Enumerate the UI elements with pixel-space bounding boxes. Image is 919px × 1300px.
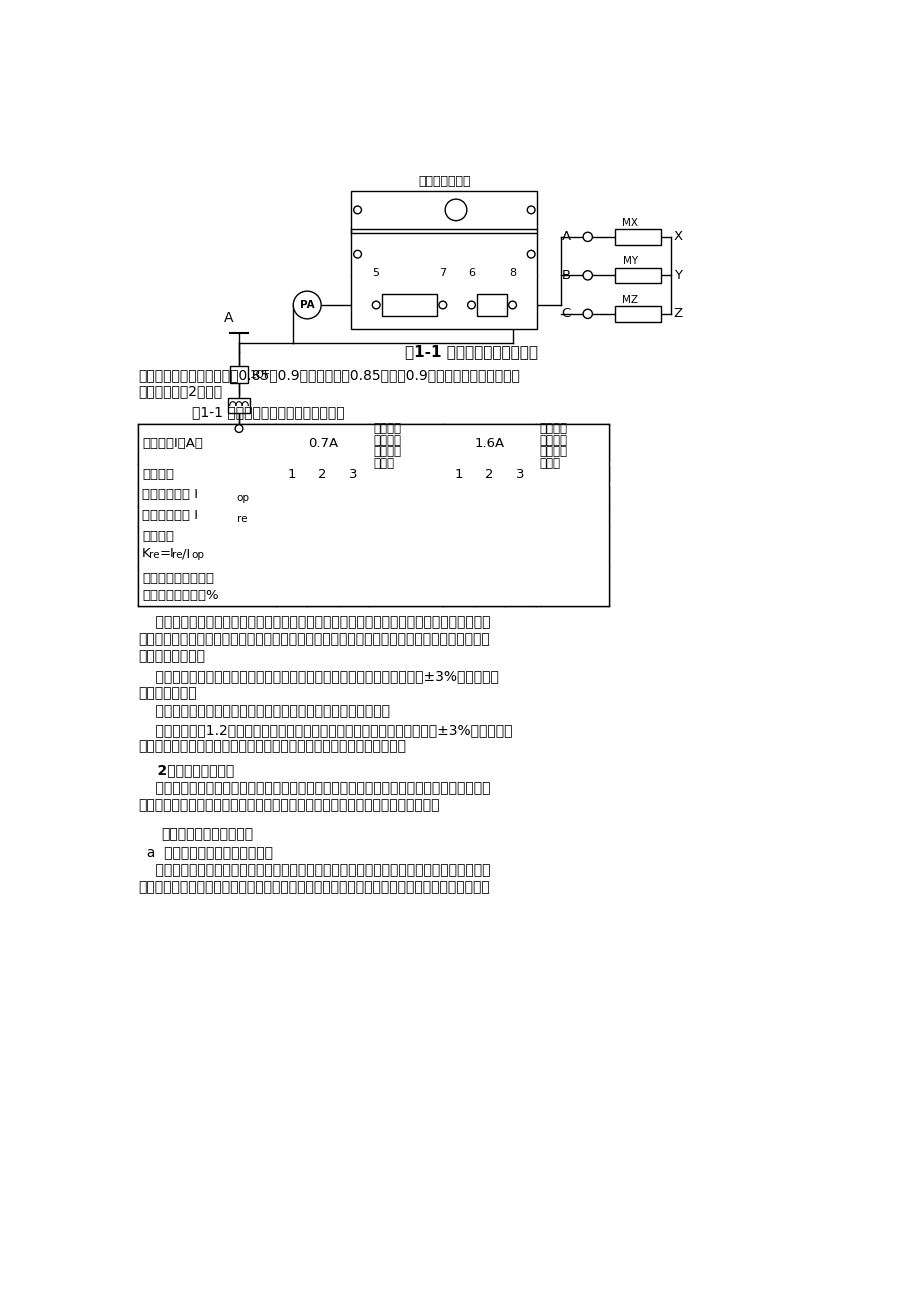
Text: 2: 2 <box>484 468 493 481</box>
Text: =I: =I <box>159 547 174 560</box>
Bar <box>228 398 250 413</box>
Text: 与整定电流的误差%: 与整定电流的误差% <box>142 589 219 602</box>
Bar <box>614 306 661 321</box>
Text: 择为：: 择为： <box>539 456 560 469</box>
Text: 在实验中，除了测试整定点的技术参数外，还应进行刻度检验。: 在实验中，除了测试整定点的技术参数外，还应进行刻度检验。 <box>138 705 390 718</box>
Text: 有中途停顿或其他不正常现象时，应检查轴承有无污垢、触点位置是否正常、舌片与电磁铁有无: 有中途停顿或其他不正常现象时，应检查轴承有无污垢、触点位置是否正常、舌片与电磁铁… <box>138 632 490 646</box>
Text: 7: 7 <box>438 268 446 278</box>
Text: 继电器两: 继电器两 <box>373 422 401 436</box>
Text: 1QF: 1QF <box>250 369 270 380</box>
Text: 线圈的接: 线圈的接 <box>539 434 567 447</box>
Text: 以上实验，要求平稳单方向地调节电流的实验参数值，并应注意舌片转动情况。如遇到舌片: 以上实验，要求平稳单方向地调节电流的实验参数值，并应注意舌片转动情况。如遇到舌片 <box>138 615 490 629</box>
Text: 流，而对返回电流几乎没有影响。故可用改变舌片的起始角来调整动作电流和返回系数。舌片起: 流，而对返回电流几乎没有影响。故可用改变舌片的起始角来调整动作电流和返回系数。舌… <box>138 880 490 894</box>
Text: 情况、静触点位置等。但影响较显著的是舌片端部与磁极间的间隙和舌片的位置。: 情况、静触点位置等。但影响较显著的是舌片端部与磁极间的间隙和舌片的位置。 <box>138 798 439 812</box>
Text: /I: /I <box>181 547 189 560</box>
Text: 择为：: 择为： <box>373 456 393 469</box>
Text: 相碰等现象存在。: 相碰等现象存在。 <box>138 649 205 663</box>
Circle shape <box>583 309 592 318</box>
Text: 实测起动电流 I: 实测起动电流 I <box>142 489 198 502</box>
Text: 1: 1 <box>454 468 462 481</box>
Text: 3: 3 <box>516 468 524 481</box>
Circle shape <box>235 425 243 433</box>
Circle shape <box>293 291 321 318</box>
Text: 6: 6 <box>468 268 474 278</box>
Bar <box>351 233 537 329</box>
Bar <box>614 268 661 283</box>
Text: op: op <box>191 550 204 560</box>
Circle shape <box>508 302 516 309</box>
Text: 查轴承和轴尖。: 查轴承和轴尖。 <box>138 686 197 699</box>
Text: 2、返回系数的调整: 2、返回系数的调整 <box>138 763 234 777</box>
Circle shape <box>467 302 475 309</box>
Text: 2: 2 <box>318 468 326 481</box>
Text: 求每次实测起动电流: 求每次实测起动电流 <box>142 572 214 585</box>
Text: 3: 3 <box>349 468 357 481</box>
Text: 线圈的接: 线圈的接 <box>373 434 401 447</box>
Text: re: re <box>172 550 183 560</box>
Circle shape <box>353 251 361 257</box>
Text: 表1-1 电流继电器特性实验结果记录表: 表1-1 电流继电器特性实验结果记录表 <box>192 406 345 420</box>
Bar <box>381 294 437 316</box>
Text: 线方式选: 线方式选 <box>373 445 401 458</box>
Text: a  调整舌片的起始角和终止角：: a 调整舌片的起始角和终止角： <box>138 846 273 859</box>
Circle shape <box>527 207 535 213</box>
Text: 查可动部分的支架与调整机构是否有问题，或线圈内部是否层间短路等。: 查可动部分的支架与调整机构是否有问题，或线圈内部是否层间短路等。 <box>138 740 406 754</box>
Text: 触点通断指示灯: 触点通断指示灯 <box>417 176 471 188</box>
Text: 返回系数不满足要求时应予以调整。影响返回系数的因素较多，如轴间的光洁度、轴承清洁: 返回系数不满足要求时应予以调整。影响返回系数的因素较多，如轴间的光洁度、轴承清洁 <box>138 781 490 796</box>
Bar <box>231 367 247 384</box>
Circle shape <box>583 233 592 242</box>
Bar <box>138 424 608 606</box>
Text: PA: PA <box>300 300 314 309</box>
Text: re: re <box>236 514 247 524</box>
Text: 继电器两: 继电器两 <box>539 422 567 436</box>
Text: 5: 5 <box>372 268 380 278</box>
Text: MY: MY <box>622 256 637 266</box>
Text: B: B <box>561 269 570 282</box>
Text: 0.7A: 0.7A <box>307 438 337 451</box>
Text: MX: MX <box>621 217 638 228</box>
Text: 返回系数: 返回系数 <box>142 530 174 543</box>
Text: 图1-1 电流继电器实验接线图: 图1-1 电流继电器实验接线图 <box>404 344 538 360</box>
Text: A: A <box>561 230 570 243</box>
Text: 1: 1 <box>287 468 296 481</box>
Text: re: re <box>149 550 159 560</box>
Text: 法详见本节第2步骤。: 法详见本节第2步骤。 <box>138 385 222 399</box>
Circle shape <box>372 302 380 309</box>
Text: 过电流继电器的返回系数在0.85～0.9之间。当小于0.85或大于0.9时，应进行调整，调整方: 过电流继电器的返回系数在0.85～0.9之间。当小于0.85或大于0.9时，应进… <box>138 368 519 382</box>
Text: 1.6A: 1.6A <box>474 438 504 451</box>
Circle shape <box>583 270 592 280</box>
Bar <box>476 294 506 316</box>
Circle shape <box>445 199 466 221</box>
Text: K: K <box>142 547 151 560</box>
Text: 整定电流I（A）: 整定电流I（A） <box>142 438 203 451</box>
Bar <box>351 191 537 229</box>
Text: 用整定电流的1.2倍进行冲击试验后，复试定值，与整定值的误差不应超过±3%。否则应检: 用整定电流的1.2倍进行冲击试验后，复试定值，与整定值的误差不应超过±3%。否则… <box>138 723 512 737</box>
Circle shape <box>527 251 535 257</box>
Text: 线方式选: 线方式选 <box>539 445 567 458</box>
Text: 实测返回电流 I: 实测返回电流 I <box>142 510 198 523</box>
Text: X: X <box>673 230 682 243</box>
Text: 测试序号: 测试序号 <box>142 468 174 481</box>
Text: Y: Y <box>673 269 681 282</box>
Circle shape <box>438 302 447 309</box>
Text: Z: Z <box>673 307 682 320</box>
Text: 返回系数的调整方法有：: 返回系数的调整方法有： <box>162 827 254 841</box>
Circle shape <box>353 207 361 213</box>
Bar <box>614 229 661 244</box>
Text: 8: 8 <box>508 268 516 278</box>
Text: 调节继电器右下方的舌片起始位置限制螺杆，以改变舌片起始位置角，此时只能改变动作电: 调节继电器右下方的舌片起始位置限制螺杆，以改变舌片起始位置角，此时只能改变动作电 <box>138 863 490 878</box>
Text: A: A <box>223 312 233 325</box>
Text: 动作值与返回值的测量应重复三次，每次测量值与整定值的误差不应大于±3%。否则应检: 动作值与返回值的测量应重复三次，每次测量值与整定值的误差不应大于±3%。否则应检 <box>138 668 499 683</box>
Text: op: op <box>236 493 249 503</box>
Text: C: C <box>561 307 570 320</box>
Text: MZ: MZ <box>621 295 638 304</box>
